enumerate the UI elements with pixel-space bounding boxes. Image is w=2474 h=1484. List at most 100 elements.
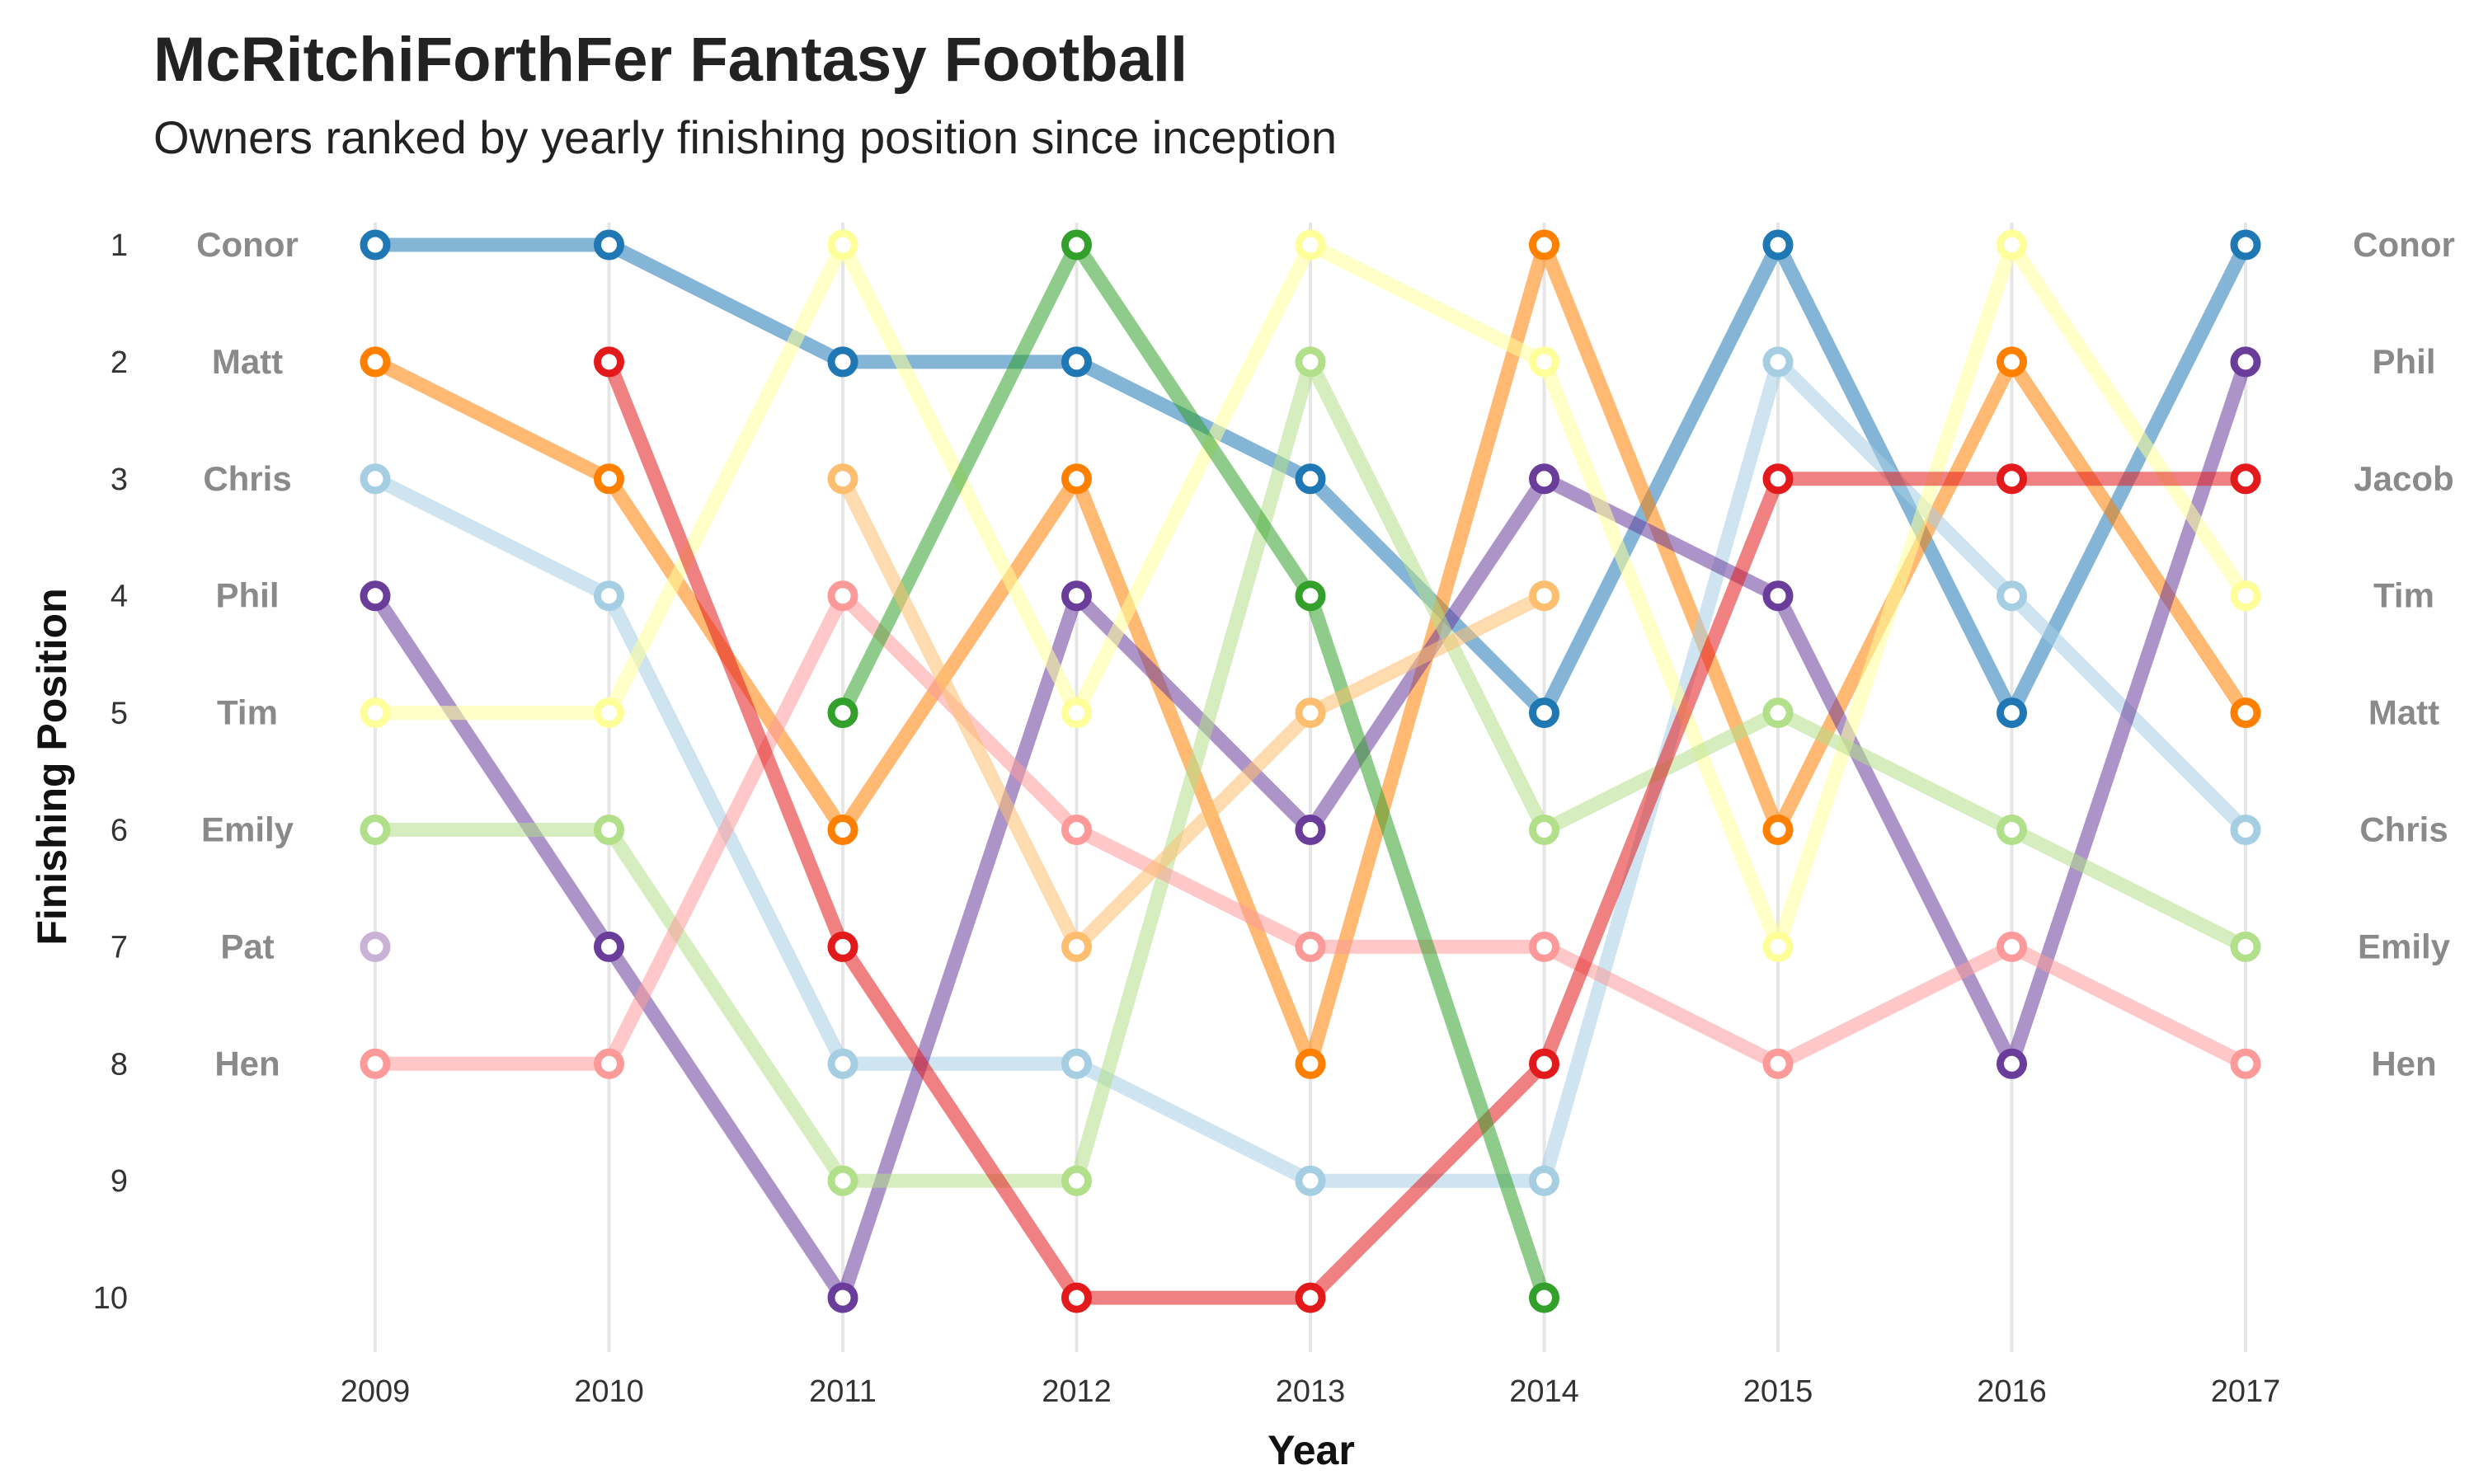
left-owner-labels: Conor Matt Chris Phil Tim Emily Pat Hen: [196, 225, 299, 1082]
left-label-pat: Pat: [220, 927, 274, 965]
point-phil-2013: [1295, 815, 1326, 845]
y-tick-8: 8: [111, 1047, 128, 1082]
point-hen-2009: [360, 1048, 391, 1079]
point-phil-2009: [360, 580, 391, 612]
point-phil-2016: [1997, 1048, 2027, 1079]
point-phil-2015: [1762, 580, 1794, 612]
point-jacob-2017: [2230, 463, 2261, 495]
point-matt-2009: [360, 346, 391, 378]
point-jacob-2014: [1529, 1048, 1559, 1079]
x-tick-2012: 2012: [1042, 1374, 1112, 1409]
left-label-tim: Tim: [217, 693, 278, 732]
point-jacob-2012: [1061, 1282, 1092, 1313]
left-label-phil: Phil: [215, 576, 279, 615]
point-hen-2012: [1061, 815, 1092, 845]
point-hen-2011: [827, 580, 858, 612]
right-owner-labels: Conor Phil Jacob Tim Matt Chris Emily Hen: [2353, 225, 2455, 1082]
series-line-jacob: [602, 359, 2246, 1305]
point-conor-2014: [1529, 697, 1559, 729]
point-hen-2015: [1762, 1048, 1794, 1079]
point-tim-2015: [1762, 931, 1794, 962]
point-phil-2012: [1061, 580, 1092, 612]
point-matt-2012: [1061, 463, 1092, 495]
point-owner-10-2011: [827, 697, 858, 729]
point-owner-11-2012: [1061, 931, 1092, 962]
point-chris-2014: [1529, 1165, 1559, 1196]
x-tick-2016: 2016: [1977, 1374, 2047, 1409]
y-axis-ticks: 1 2 3 4 5 6 7 8 9 10: [93, 228, 128, 1316]
point-emily-2011: [827, 1165, 858, 1196]
left-label-conor: Conor: [196, 225, 299, 264]
point-emily-2012: [1061, 1165, 1092, 1196]
point-owner-11-2014: [1529, 580, 1559, 612]
point-tim-2009: [360, 697, 391, 729]
left-label-hen: Hen: [214, 1044, 280, 1082]
point-conor-2012: [1061, 346, 1092, 378]
point-chris-2010: [594, 580, 624, 612]
point-chris-2016: [1997, 580, 2027, 612]
point-hen-2017: [2230, 1048, 2261, 1079]
series-line-owner-11: [836, 476, 1548, 954]
point-pat-2009: [360, 931, 391, 962]
point-jacob-2013: [1295, 1282, 1326, 1313]
point-conor-2013: [1295, 463, 1326, 495]
left-label-chris: Chris: [203, 459, 291, 498]
point-phil-2014: [1529, 463, 1559, 495]
point-chris-2012: [1061, 1048, 1092, 1079]
point-tim-2014: [1529, 346, 1559, 378]
point-jacob-2011: [827, 931, 858, 962]
point-conor-2011: [827, 346, 858, 378]
x-axis-title: Year: [1268, 1427, 1355, 1473]
point-chris-2015: [1762, 346, 1794, 378]
point-conor-2010: [594, 229, 624, 261]
point-matt-2011: [827, 815, 858, 845]
point-tim-2012: [1061, 697, 1092, 729]
point-jacob-2016: [1997, 463, 2027, 495]
chart-subtitle: Owners ranked by yearly finishing positi…: [153, 111, 1337, 163]
x-tick-2015: 2015: [1743, 1374, 1813, 1409]
y-tick-5: 5: [111, 697, 128, 731]
point-jacob-2015: [1762, 463, 1794, 495]
point-tim-2017: [2230, 580, 2261, 612]
point-hen-2016: [1997, 931, 2027, 962]
point-phil-2017: [2230, 346, 2261, 378]
grid-lines: [374, 223, 2247, 1352]
x-tick-2017: 2017: [2211, 1374, 2281, 1409]
point-conor-2017: [2230, 229, 2261, 261]
right-label-conor: Conor: [2353, 225, 2455, 264]
series-points: [360, 229, 2261, 1313]
x-tick-2009: 2009: [341, 1374, 411, 1409]
point-emily-2017: [2230, 931, 2261, 962]
point-tim-2013: [1295, 229, 1326, 261]
y-tick-10: 10: [93, 1281, 128, 1316]
left-label-matt: Matt: [212, 342, 283, 381]
point-tim-2016: [1997, 229, 2027, 261]
point-phil-2010: [594, 931, 624, 962]
point-phil-2011: [827, 1282, 858, 1313]
point-matt-2017: [2230, 697, 2261, 729]
point-jacob-2010: [594, 346, 624, 378]
point-owner-11-2011: [827, 463, 858, 495]
point-emily-2015: [1762, 697, 1794, 729]
point-matt-2013: [1295, 1048, 1326, 1079]
right-label-jacob: Jacob: [2354, 459, 2453, 498]
point-hen-2010: [594, 1048, 624, 1079]
point-matt-2015: [1762, 815, 1794, 845]
point-conor-2016: [1997, 697, 2027, 729]
x-tick-2010: 2010: [574, 1374, 644, 1409]
point-emily-2014: [1529, 815, 1559, 845]
y-tick-2: 2: [111, 345, 128, 380]
x-tick-2011: 2011: [809, 1374, 877, 1409]
y-tick-4: 4: [111, 580, 128, 614]
y-tick-9: 9: [111, 1164, 128, 1199]
x-tick-2014: 2014: [1509, 1374, 1579, 1409]
point-chris-2013: [1295, 1165, 1326, 1196]
right-label-emily: Emily: [2358, 927, 2451, 965]
right-label-chris: Chris: [2359, 810, 2448, 849]
y-tick-6: 6: [111, 814, 128, 848]
right-label-hen: Hen: [2371, 1044, 2436, 1082]
point-tim-2011: [827, 229, 858, 261]
point-chris-2009: [360, 463, 391, 495]
point-tim-2010: [594, 697, 624, 729]
